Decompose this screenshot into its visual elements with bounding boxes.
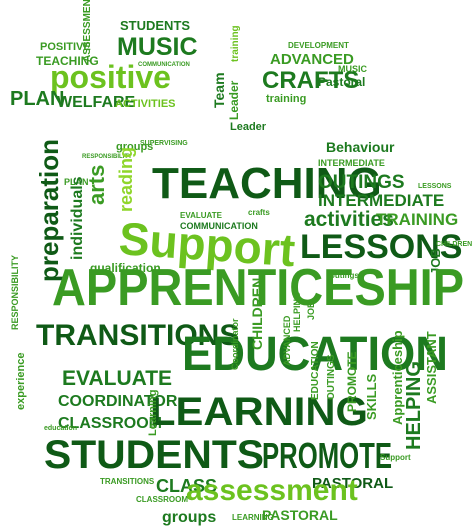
word-groups-top: groups	[116, 141, 153, 153]
word-evaluate: EVALUATE	[62, 367, 172, 390]
word-responsibility: RESPONSIBILITY	[82, 154, 132, 160]
word-qualification: qualification	[90, 261, 161, 275]
word-positive: positive	[50, 59, 171, 95]
word-crafts: CRAFTS	[262, 67, 359, 94]
word-apprenticeship: APPRENTICESHIP	[52, 259, 464, 317]
word-behaviour: Behaviour	[326, 139, 395, 155]
word-support: Support	[117, 212, 296, 276]
word-education-small: education	[44, 425, 77, 432]
word-arts: arts	[84, 165, 109, 205]
word-job: JOB	[428, 248, 443, 275]
word-students: STUDENTS	[44, 433, 264, 477]
word-preparation: preparation	[34, 139, 64, 282]
word-advanced-mid: ADVANCED	[282, 315, 292, 366]
word-pastoral-bottom: PASTORAL	[262, 507, 338, 523]
word-activities-top: ACTIVITIES	[115, 98, 176, 110]
word-plan-mid: PLAN	[64, 177, 89, 187]
word-learning-bottom: LEARNING	[232, 513, 274, 522]
word-skills: SKILLS	[364, 373, 379, 420]
word-team-stem: Team	[211, 72, 227, 108]
word-positive-small: POSITIVE	[40, 41, 91, 53]
word-helping-mid: HELPING	[292, 292, 302, 332]
word-outings-small: outings	[330, 271, 359, 280]
word-job-mid: JOB	[306, 301, 316, 320]
word-teaching: TEACHING	[152, 159, 382, 208]
word-outings-mid: OUTINGS	[326, 354, 337, 400]
word-intermediate: INTERMEDIATE	[318, 191, 444, 210]
word-children-right: CHILDREN	[436, 241, 472, 248]
word-training-stem: training	[230, 25, 241, 62]
word-development: DEVELOPMENT	[288, 41, 349, 50]
word-lessons: LESSONS	[300, 228, 462, 266]
word-outings: OUTINGS	[318, 172, 405, 193]
word-experience: experience	[15, 353, 27, 410]
word-classroom-small: CLASSROOM	[136, 495, 188, 504]
word-coordinator: COORDINATOR	[58, 393, 178, 410]
word-music-right: MUSIC	[338, 64, 368, 74]
word-children: CHILDREN	[249, 278, 265, 350]
word-pastoral-top: Pastoral	[318, 75, 365, 89]
word-lessons-small: LESSONS	[418, 183, 452, 190]
word-teaching-small: TEACHING	[36, 54, 99, 68]
word-communication-top: COMMUNICATION	[138, 62, 190, 68]
word-assistant: ASSISTANT	[424, 331, 439, 404]
word-advanced: ADVANCED	[270, 51, 354, 68]
word-helping: HELPING	[403, 361, 425, 450]
word-pastoral: PASTORAL	[312, 475, 393, 492]
word-support-lower: Support	[380, 453, 411, 462]
word-individuals: individuals	[69, 176, 86, 260]
word-plan: PLAN	[10, 88, 64, 110]
word-activities-lower: activities	[304, 208, 394, 231]
word-learning: LEARNING	[150, 390, 368, 434]
word-transitions: TRANSITIONS	[36, 319, 239, 352]
word-supervising: SUPERVISING	[140, 140, 188, 147]
word-learning-mid: Learning	[147, 390, 159, 436]
word-education-mid: EDUCATION	[310, 341, 321, 400]
word-crafts-lower: crafts	[248, 208, 270, 217]
word-promote: PROMOTE	[262, 435, 392, 476]
word-leader-stem: Leader	[227, 80, 241, 120]
word-evaluate-small: EVALUATE	[180, 211, 223, 220]
word-assessment-small: ASSESSMENT	[82, 0, 93, 62]
word-coordinator-mid: Coordinator	[230, 318, 240, 370]
word-apprenticeship-lower: Apprenticeship	[390, 330, 405, 425]
word-communication: COMMUNICATION	[180, 221, 258, 231]
word-reading: reading	[116, 147, 136, 212]
word-training: TRAINING	[376, 210, 458, 229]
word-groups: groups	[162, 509, 216, 526]
word-promote-mid: PROMOTE	[345, 351, 359, 412]
word-assessment: assessment	[186, 474, 358, 507]
word-transitions-small: TRANSITIONS	[100, 477, 155, 486]
word-class: CLASS	[156, 476, 217, 496]
word-classroom: CLASSROOM	[58, 415, 162, 432]
word-intermediate-small: INTERMEDIATE	[318, 158, 385, 168]
word-music: MUSIC	[117, 33, 198, 61]
word-leader: Leader	[230, 121, 267, 133]
word-responsibility-side: RESPONSIBILITY	[10, 255, 20, 330]
word-welfare: WELFARE	[57, 94, 136, 111]
word-education: EDUCATION	[182, 328, 448, 381]
word-students-small: STUDENTS	[120, 18, 190, 33]
word-training-top: training	[266, 93, 306, 105]
